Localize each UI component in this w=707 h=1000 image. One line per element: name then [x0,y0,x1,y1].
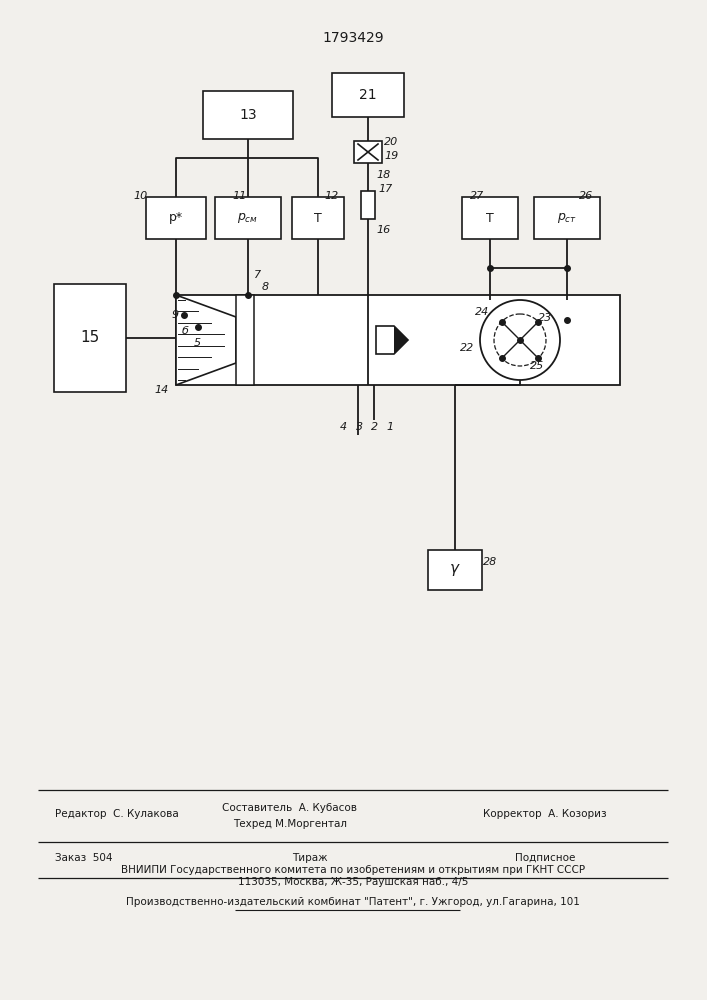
Text: 18: 18 [376,170,390,180]
Text: 11: 11 [232,191,246,201]
Text: 21: 21 [359,88,377,102]
Bar [203,91,293,139]
Bar [354,141,382,163]
Text: 26: 26 [579,191,593,201]
Text: б: б [182,326,189,336]
Bar [146,197,206,239]
Text: 9: 9 [172,310,179,320]
Text: 24: 24 [475,307,489,317]
Text: 28: 28 [483,557,497,567]
Bar [462,197,518,239]
Circle shape [480,300,560,380]
Bar [534,197,600,239]
Bar [428,550,482,590]
Text: 4: 4 [340,422,347,432]
Text: Заказ  504: Заказ 504 [55,853,112,863]
Bar [54,284,126,392]
Text: 5: 5 [194,338,201,348]
Text: р*: р* [169,212,183,225]
Text: T: T [486,212,494,225]
Text: $р_{ст}$: $р_{ст}$ [557,211,577,225]
Text: 27: 27 [470,191,484,201]
Text: 13: 13 [239,108,257,122]
Text: T: T [314,212,322,225]
Text: 20: 20 [384,137,398,147]
Bar [236,295,254,385]
Text: 14: 14 [154,385,168,395]
Text: Редактор  С. Кулакова: Редактор С. Кулакова [55,809,179,819]
Polygon shape [376,326,408,354]
Text: 1: 1 [386,422,393,432]
Text: 2: 2 [371,422,378,432]
Text: 10: 10 [133,191,147,201]
Text: 22: 22 [460,343,474,353]
Polygon shape [394,326,408,354]
Bar [361,191,375,219]
Bar [215,197,281,239]
Text: 15: 15 [81,330,100,346]
Text: 113035, Москва, Ж-35, Раушская наб., 4/5: 113035, Москва, Ж-35, Раушская наб., 4/5 [238,877,468,887]
Text: ВНИИПИ Государственного комитета по изобретениям и открытиям при ГКНТ СССР: ВНИИПИ Государственного комитета по изоб… [121,865,585,875]
Text: Производственно-издательский комбинат "Патент", г. Ужгород, ул.Гагарина, 101: Производственно-издательский комбинат "П… [126,897,580,907]
Text: Тираж: Тираж [292,853,328,863]
Text: Корректор  А. Козориз: Корректор А. Козориз [483,809,607,819]
Text: 16: 16 [376,225,390,235]
Text: Техред М.Моргентал: Техред М.Моргентал [233,819,347,829]
Text: 7: 7 [254,270,261,280]
Text: 25: 25 [530,361,544,371]
Text: Составитель  А. Кубасов: Составитель А. Кубасов [223,803,358,813]
Text: 1793429: 1793429 [322,31,384,45]
Text: Подписное: Подписное [515,853,575,863]
Bar [292,197,344,239]
Text: 23: 23 [538,313,552,323]
Text: $\gamma$: $\gamma$ [449,562,461,578]
Polygon shape [176,295,236,385]
Text: 12: 12 [324,191,338,201]
Bar [332,73,404,117]
Text: 19: 19 [384,151,398,161]
Text: 17: 17 [378,184,392,194]
Text: 8: 8 [262,282,269,292]
Text: $р_{см}$: $р_{см}$ [238,211,259,225]
Text: 3: 3 [356,422,363,432]
Bar [176,295,620,385]
